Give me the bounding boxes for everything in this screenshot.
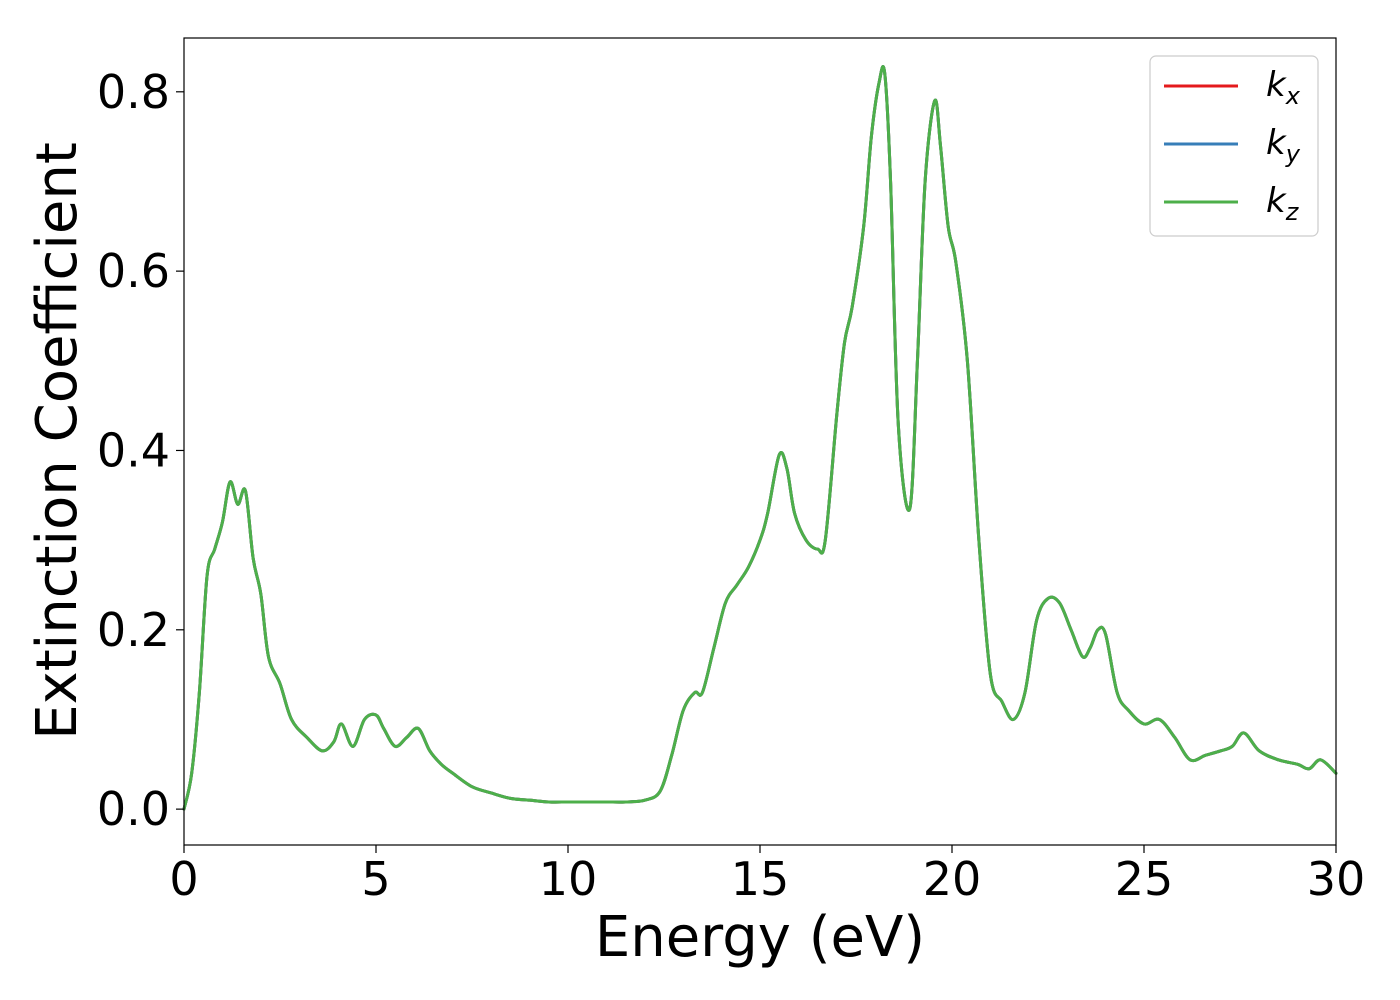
x-tick-label: 20	[923, 852, 982, 906]
x-tick-label: 0	[169, 852, 198, 906]
legend-box	[1149, 55, 1319, 237]
x-tick-label: 15	[731, 852, 790, 906]
y-axis-title: Extinction Coefficient	[25, 142, 90, 740]
x-axis-title: Energy (eV)	[595, 905, 925, 970]
y-tick-label: 0.6	[97, 244, 170, 298]
x-axis-ticks: 0 5 10 15 20 25 30	[169, 845, 1365, 906]
series-line-k-z	[182, 65, 1338, 811]
x-tick-label: 5	[361, 852, 390, 906]
series-layer	[182, 65, 1338, 811]
y-tick-label: 0.8	[97, 65, 170, 119]
legend-label-k-y: ky	[1266, 123, 1301, 168]
y-tick-label: 0.2	[97, 603, 170, 657]
y-axis-ticks: 0.0 0.2 0.4 0.6 0.8	[97, 65, 184, 836]
x-tick-label: 30	[1307, 852, 1366, 906]
y-tick-label: 0.0	[97, 782, 170, 836]
y-tick-label: 0.4	[97, 423, 170, 477]
legend-label-k-x: kx	[1266, 65, 1301, 110]
legend-items: kx ky kz	[1164, 65, 1301, 226]
x-tick-label: 10	[539, 852, 598, 906]
legend-label-k-z: kz	[1266, 181, 1300, 226]
legend: kx ky kz	[1149, 55, 1319, 237]
x-tick-label: 25	[1115, 852, 1174, 906]
